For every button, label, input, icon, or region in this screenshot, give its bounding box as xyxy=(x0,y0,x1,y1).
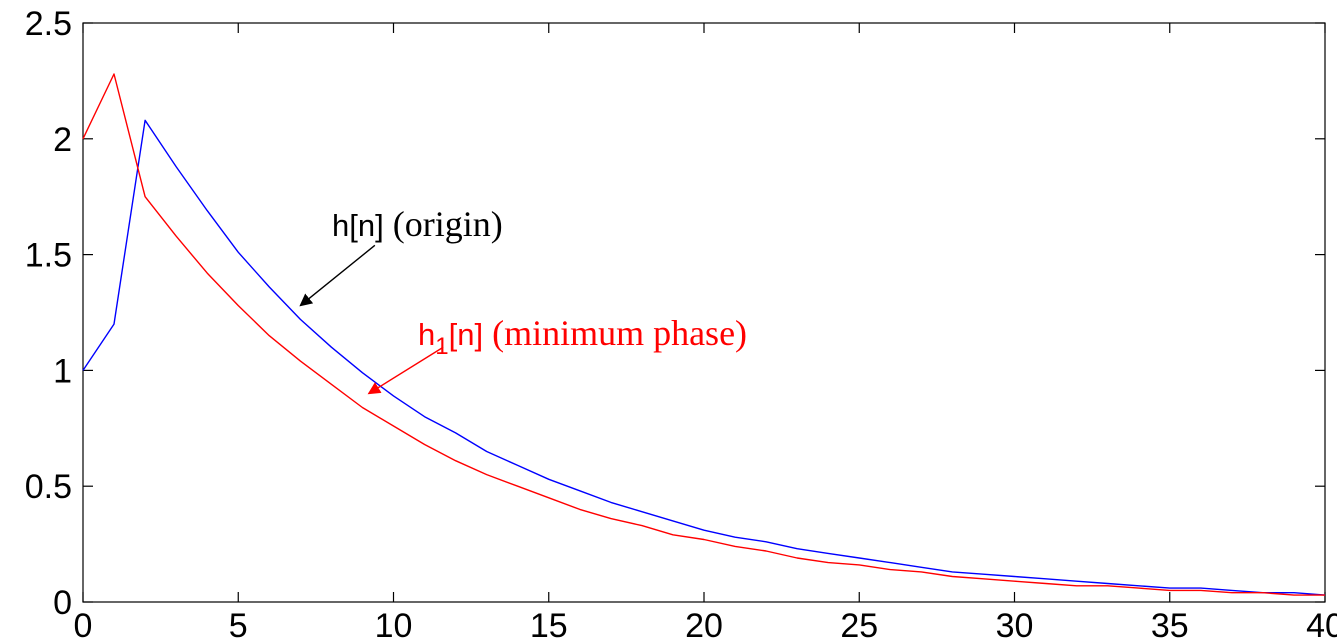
annotation-subscript: 1 xyxy=(435,333,448,360)
annotation-description: (minimum phase) xyxy=(483,313,747,353)
axis-ticks xyxy=(82,22,1326,603)
annotation-description: (origin) xyxy=(384,204,503,244)
x-tick-label: 15 xyxy=(530,607,568,643)
y-tick-label: 2 xyxy=(53,121,72,159)
series-lines xyxy=(82,73,1326,596)
y-tick-label: 1 xyxy=(53,352,72,390)
y-tick-label: 2.5 xyxy=(25,5,72,43)
x-tick-label: 5 xyxy=(229,607,248,643)
annotation-symbol: h[n] xyxy=(332,208,384,243)
series-line-1 xyxy=(82,119,1326,596)
annotation-arrow xyxy=(299,244,376,307)
annotation-symbol: h xyxy=(418,317,435,352)
x-tick-label: 20 xyxy=(685,607,723,643)
x-tick-label: 10 xyxy=(375,607,413,643)
y-tick-label: 0 xyxy=(53,584,72,622)
annotation-2: h1[n] (minimum phase) xyxy=(367,313,747,395)
annotation-arrow xyxy=(367,346,444,395)
annotation-symbol-tail: [n] xyxy=(449,317,483,352)
annotation-label: h[n] (origin) xyxy=(332,204,503,244)
x-tick-label: 40 xyxy=(1306,607,1337,643)
annotation-1: h[n] (origin) xyxy=(299,204,503,307)
x-tick-label: 0 xyxy=(74,607,93,643)
annotation-label: h1[n] (minimum phase) xyxy=(418,313,747,360)
x-tick-label: 30 xyxy=(996,607,1034,643)
x-tick-label: 25 xyxy=(840,607,878,643)
annotations: h[n] (origin)h1[n] (minimum phase) xyxy=(299,204,747,395)
axis-tick-labels: 0 5 10 15 20 25 30 35 40 0 0.5 1 1.5 2 2.5 xyxy=(25,5,1337,643)
y-tick-label: 1.5 xyxy=(25,237,72,275)
y-tick-label: 0.5 xyxy=(25,468,72,506)
series-line-2 xyxy=(82,73,1325,596)
x-tick-label: 35 xyxy=(1151,607,1189,643)
